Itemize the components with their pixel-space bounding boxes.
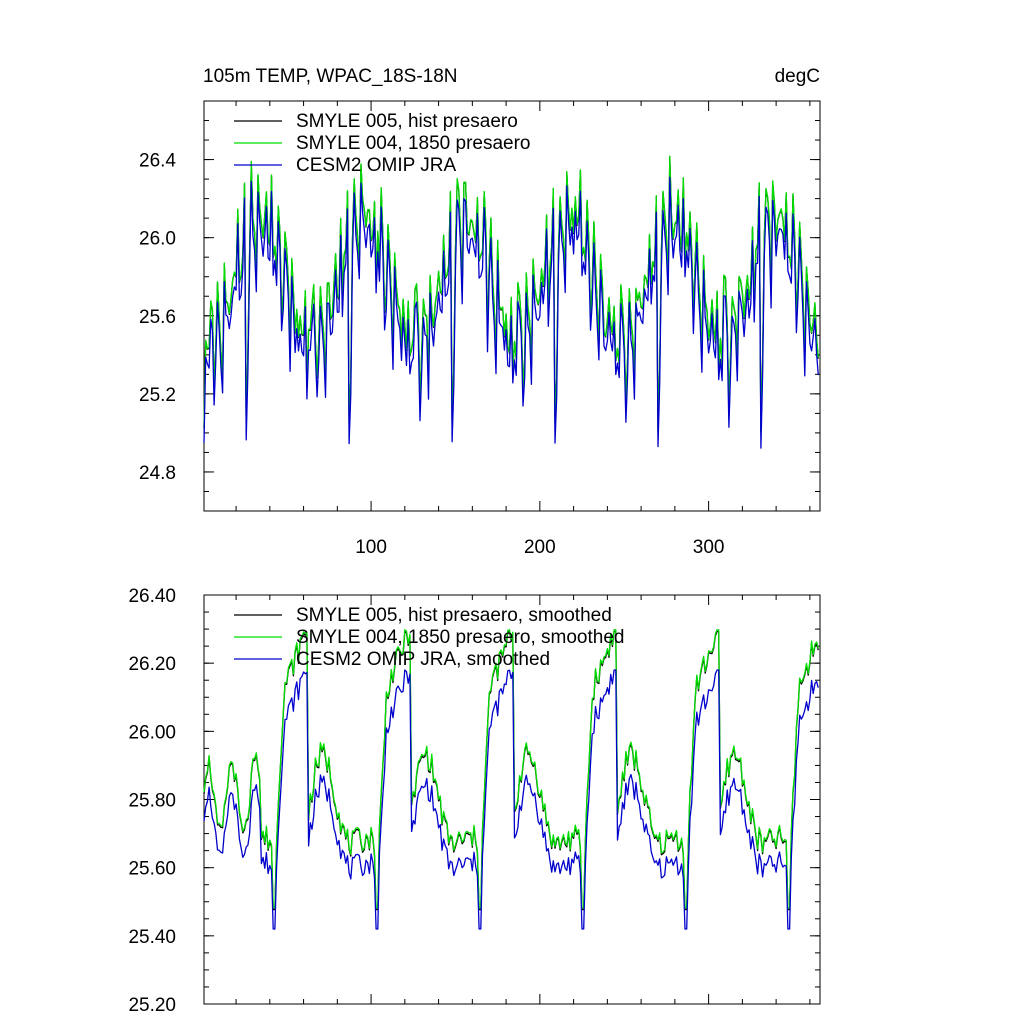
bottom-panel: 25.20 25.40 25.60 25.80 26.00 26.20 26.40 SMYLE… xyxy=(128,586,821,1016)
top-ytick-label: 26.4 xyxy=(139,151,176,172)
bottom-ytick-label: 26.40 xyxy=(128,586,176,607)
top-legend-label: SMYLE 005, hist presaero xyxy=(296,111,518,132)
top-ytick-label: 25.2 xyxy=(139,385,176,406)
bottom-legend-label: CESM2 OMIP JRA, smoothed xyxy=(296,649,550,670)
top-legend-label: CESM2 OMIP JRA xyxy=(296,155,456,176)
top-ytick-label: 25.6 xyxy=(139,307,176,328)
top-xtick-label: 200 xyxy=(524,537,556,558)
chart-title-right-units: degC xyxy=(775,66,820,87)
bottom-legend-label: SMYLE 005, hist presaero, smoothed xyxy=(296,605,612,626)
chart-title-left: 105m TEMP, WPAC_18S-18N xyxy=(203,66,458,87)
bottom-ytick-label: 26.00 xyxy=(128,722,176,743)
top-xtick-label: 300 xyxy=(693,537,725,558)
top-ytick-label: 24.8 xyxy=(139,463,176,484)
top-ytick-label: 26.0 xyxy=(139,229,176,250)
bottom-ytick-label: 25.80 xyxy=(128,791,176,812)
bottom-legend-label: SMYLE 004, 1850 presaero, smoothed xyxy=(296,627,624,648)
top-series-line-2 xyxy=(203,155,819,432)
bottom-ytick-label: 25.20 xyxy=(128,995,176,1016)
bottom-ytick-label: 25.60 xyxy=(128,859,176,880)
top-plot-frame xyxy=(203,100,821,512)
top-series-line-3 xyxy=(203,176,819,449)
bottom-ytick-label: 25.40 xyxy=(128,927,176,948)
bottom-series-line-2 xyxy=(203,629,819,909)
top-legend-label: SMYLE 004, 1850 presaero xyxy=(296,133,531,154)
top-panel: 24.8 25.2 25.6 26.0 26.4 100 200 300 SMYLE 005, … xyxy=(139,100,821,558)
bottom-ytick-label: 26.20 xyxy=(128,654,176,675)
bottom-series-line-3 xyxy=(203,669,819,930)
top-xtick-label: 100 xyxy=(355,537,387,558)
